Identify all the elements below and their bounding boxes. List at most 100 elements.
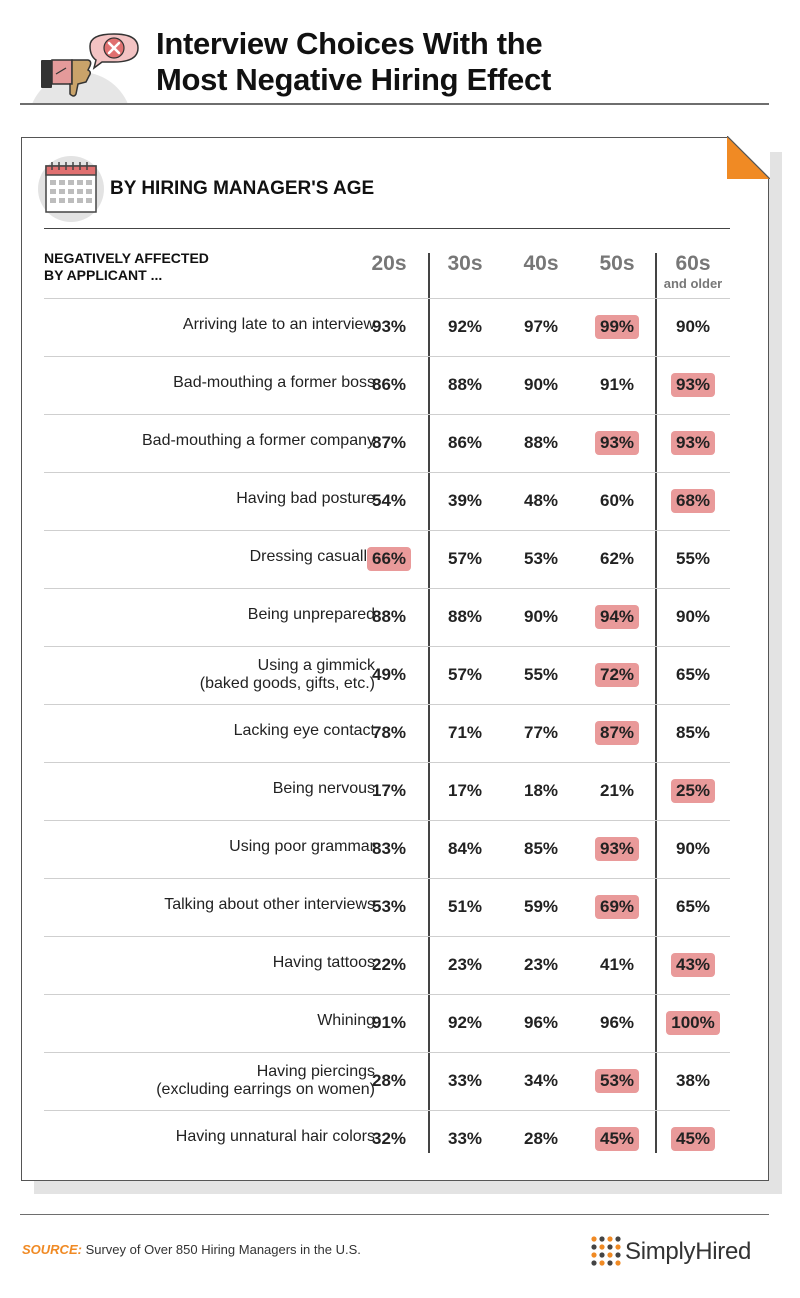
row-label-line-1: Having piercings bbox=[256, 1063, 375, 1080]
value-cell: 55% bbox=[655, 547, 731, 571]
value-cell: 22% bbox=[351, 953, 427, 977]
row-label: Using poor grammar bbox=[55, 838, 375, 856]
value-text: 51% bbox=[447, 897, 483, 916]
value-cell: 23% bbox=[427, 953, 503, 977]
row-label-line-1: Using poor grammar bbox=[229, 838, 375, 855]
value-text: 91% bbox=[371, 1013, 407, 1032]
value-text: 90% bbox=[675, 317, 711, 336]
value-cell: 57% bbox=[427, 547, 503, 571]
value-cell: 93% bbox=[655, 431, 731, 455]
value-cell: 77% bbox=[503, 721, 579, 745]
value-text: 34% bbox=[523, 1071, 559, 1090]
value-text: 65% bbox=[675, 897, 711, 916]
column-header-1: 30s bbox=[447, 252, 483, 275]
highlighted-value: 87% bbox=[594, 721, 640, 745]
value-cell: 48% bbox=[503, 489, 579, 513]
table-row: Having piercings (excluding earrings on w… bbox=[44, 1052, 730, 1110]
value-cell: 55% bbox=[503, 663, 579, 687]
row-label-line-1: Being nervous bbox=[272, 780, 375, 797]
row-label-line-1: Bad-mouthing a former company bbox=[142, 432, 375, 449]
row-label-line-1: Having bad posture bbox=[236, 490, 375, 507]
row-label-line-1: Dressing casually bbox=[249, 548, 375, 565]
value-cell: 71% bbox=[427, 721, 503, 745]
value-text: 86% bbox=[447, 433, 483, 452]
highlighted-value: 25% bbox=[670, 779, 716, 803]
row-separator bbox=[44, 588, 730, 589]
value-cell: 38% bbox=[655, 1069, 731, 1093]
row-label: Arriving late to an interview bbox=[55, 316, 375, 334]
value-cell: 88% bbox=[427, 605, 503, 629]
title-line-2: Most Negative Hiring Effect bbox=[156, 62, 551, 97]
value-text: 41% bbox=[599, 955, 635, 974]
value-text: 91% bbox=[599, 375, 635, 394]
value-cell: 57% bbox=[427, 663, 503, 687]
value-cell: 90% bbox=[655, 605, 731, 629]
value-cell: 99% bbox=[579, 315, 655, 339]
value-cell: 91% bbox=[351, 1011, 427, 1035]
value-cell: 93% bbox=[579, 431, 655, 455]
title-line-1: Interview Choices With the bbox=[156, 26, 543, 61]
value-cell: 94% bbox=[579, 605, 655, 629]
row-label: Using a gimmick (baked goods, gifts, etc.… bbox=[55, 657, 375, 693]
value-cell: 23% bbox=[503, 953, 579, 977]
row-separator bbox=[44, 994, 730, 995]
column-divider-0 bbox=[428, 253, 430, 1153]
close-bubble-icon bbox=[89, 33, 139, 70]
value-text: 39% bbox=[447, 491, 483, 510]
value-cell: 62% bbox=[579, 547, 655, 571]
value-text: 85% bbox=[675, 723, 711, 742]
value-text: 93% bbox=[371, 317, 407, 336]
row-label: Having tattoos bbox=[55, 954, 375, 972]
table-row: Being nervous 17% 17% 18% 21% 25% bbox=[44, 762, 730, 820]
row-label: Bad-mouthing a former boss bbox=[55, 374, 375, 392]
row-separator bbox=[44, 356, 730, 357]
value-text: 32% bbox=[371, 1129, 407, 1148]
footer-divider bbox=[20, 1214, 769, 1215]
row-separator bbox=[44, 298, 730, 299]
value-text: 28% bbox=[371, 1071, 407, 1090]
value-text: 33% bbox=[447, 1129, 483, 1148]
value-text: 87% bbox=[371, 433, 407, 452]
row-label: Whining bbox=[55, 1012, 375, 1030]
value-text: 88% bbox=[447, 607, 483, 626]
row-label-line-1: Whining bbox=[317, 1012, 375, 1029]
value-cell: 68% bbox=[655, 489, 731, 513]
value-cell: 90% bbox=[655, 837, 731, 861]
row-header-line-2: BY APPLICANT ... bbox=[44, 267, 163, 283]
table-row: Having bad posture 54% 39% 48% 60% 68% bbox=[44, 472, 730, 530]
value-text: 53% bbox=[523, 549, 559, 568]
table-row: Whining 91% 92% 96% 96% 100% bbox=[44, 994, 730, 1052]
row-label-line-1: Being unprepared bbox=[247, 606, 375, 623]
value-text: 88% bbox=[447, 375, 483, 394]
value-text: 83% bbox=[371, 839, 407, 858]
value-cell: 51% bbox=[427, 895, 503, 919]
value-cell: 17% bbox=[351, 779, 427, 803]
value-text: 23% bbox=[447, 955, 483, 974]
highlighted-value: 100% bbox=[666, 1011, 720, 1035]
row-label: Bad-mouthing a former company bbox=[55, 432, 375, 450]
row-separator bbox=[44, 762, 730, 763]
table-row: Bad-mouthing a former boss 86% 88% 90% 91% 93… bbox=[44, 356, 730, 414]
value-cell: 84% bbox=[427, 837, 503, 861]
value-cell: 43% bbox=[655, 953, 731, 977]
value-cell: 87% bbox=[351, 431, 427, 455]
value-text: 92% bbox=[447, 317, 483, 336]
value-text: 71% bbox=[447, 723, 483, 742]
value-text: 33% bbox=[447, 1071, 483, 1090]
value-text: 28% bbox=[523, 1129, 559, 1148]
value-cell: 18% bbox=[503, 779, 579, 803]
title-divider bbox=[20, 103, 769, 105]
row-label-line-1: Bad-mouthing a former boss bbox=[173, 374, 375, 391]
row-label: Being unprepared bbox=[55, 606, 375, 624]
value-cell: 41% bbox=[579, 953, 655, 977]
page-title: Interview Choices With the Most Negative… bbox=[156, 26, 551, 98]
source-label: SOURCE: bbox=[22, 1242, 82, 1257]
highlighted-value: 99% bbox=[594, 315, 640, 339]
value-text: 48% bbox=[523, 491, 559, 510]
value-cell: 88% bbox=[503, 431, 579, 455]
row-label-line-1: Using a gimmick bbox=[257, 657, 375, 674]
section-divider bbox=[44, 228, 730, 229]
value-text: 96% bbox=[599, 1013, 635, 1032]
value-cell: 85% bbox=[655, 721, 731, 745]
row-label: Having unnatural hair colors bbox=[55, 1128, 375, 1146]
